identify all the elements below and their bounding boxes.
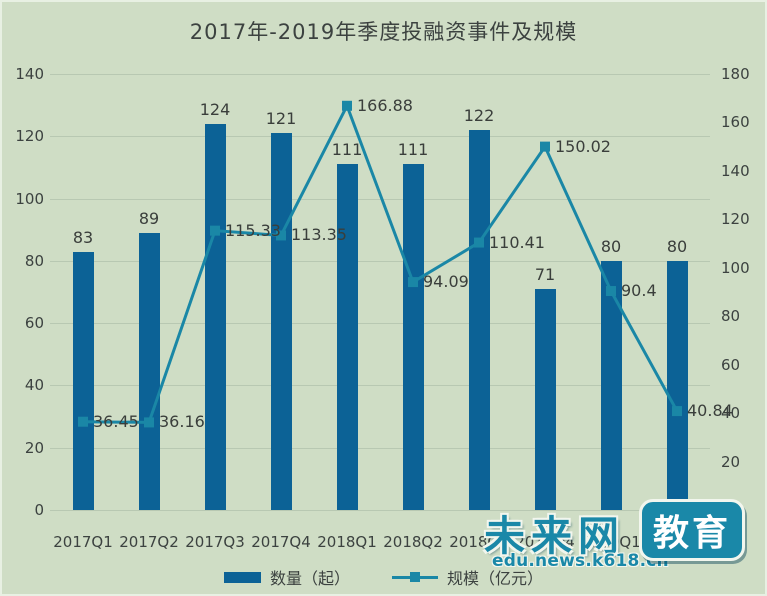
x-axis-label: 2019Q1 <box>581 533 641 551</box>
grid-line <box>50 447 710 449</box>
line-marker <box>210 225 220 236</box>
legend-item-bar: 数量（起） <box>223 565 350 589</box>
watermark-url: edu.news.k618.cn <box>492 551 669 571</box>
line-point-label: 90.4 <box>621 281 657 301</box>
line-point-label: 113.35 <box>291 225 347 245</box>
y-axis-tick-left: 120 <box>15 127 44 146</box>
watermark-badge: 教育 <box>639 499 745 561</box>
bar <box>600 260 622 510</box>
line-marker <box>474 237 484 248</box>
grid-line <box>50 323 710 325</box>
x-axis-label: 2017Q3 <box>185 533 245 551</box>
line-marker-icon <box>410 571 420 582</box>
bar <box>72 251 94 510</box>
y-axis-tick-left: 20 <box>24 438 44 457</box>
line-point-label: 94.09 <box>423 272 469 292</box>
legend-line-label: 规模（亿元） <box>447 569 544 588</box>
line-point-label: 110.41 <box>489 232 545 252</box>
y-axis-tick-left: 40 <box>24 376 44 395</box>
bar-value-label: 80 <box>666 236 688 256</box>
y-axis-tick-right: 160 <box>721 113 750 132</box>
x-axis-label: 2017Q1 <box>53 533 113 551</box>
bar-value-label: 83 <box>72 227 94 247</box>
bar <box>666 260 688 510</box>
line-point-label: 115.33 <box>225 220 281 240</box>
bar-value-label: 121 <box>265 109 297 129</box>
line-marker <box>144 417 154 428</box>
bar-value-label: 89 <box>138 208 160 228</box>
x-axis-label: 2018Q4 <box>515 533 575 551</box>
y-axis-tick-left: 60 <box>24 314 44 333</box>
line-point-label: 36.45 <box>93 411 139 431</box>
legend-item-line: 规模（亿元） <box>392 565 543 589</box>
y-axis-tick-right: 120 <box>721 210 750 229</box>
bar-value-label: 111 <box>397 140 429 160</box>
line-marker <box>408 277 418 288</box>
x-axis-label: 2017Q4 <box>251 533 311 551</box>
trend-line <box>82 102 679 424</box>
line-point-label: 150.02 <box>555 136 611 156</box>
bar-value-label: 122 <box>463 106 495 126</box>
y-axis-tick-right: 60 <box>721 355 741 374</box>
bar-value-label: 80 <box>600 236 622 256</box>
y-axis-tick-left: 140 <box>15 65 44 83</box>
y-axis-tick-right: 100 <box>721 258 750 277</box>
line-marker <box>276 230 286 241</box>
grid-line <box>50 510 710 511</box>
line-marker <box>606 286 616 297</box>
y-axis-tick-left: 100 <box>15 189 44 208</box>
line-point-label: 40.84 <box>687 401 733 421</box>
y-axis-tick-right: 40 <box>721 404 741 423</box>
bar <box>204 123 226 510</box>
x-axis-label: 2018Q1 <box>317 533 377 551</box>
line-point-label: 166.88 <box>357 95 413 115</box>
y-axis-tick-right: 80 <box>721 307 741 326</box>
y-axis-tick-left: 80 <box>24 251 44 270</box>
grid-line <box>50 136 710 138</box>
line-series-swatch <box>392 571 438 582</box>
bar <box>468 130 490 510</box>
legend-bar-label: 数量（起） <box>269 569 350 588</box>
grid-line <box>50 74 710 75</box>
x-axis-label: 2018Q3 <box>449 533 509 551</box>
bar-value-label: 124 <box>199 99 231 119</box>
watermark-brand: 未来网 <box>484 512 625 560</box>
bar-value-label: 111 <box>331 140 363 160</box>
line-marker <box>672 406 682 417</box>
y-axis-tick-right: 20 <box>721 452 741 471</box>
grid-line <box>50 260 710 262</box>
legend: 数量（起） 规模（亿元） <box>0 565 767 589</box>
line-marker <box>78 416 88 427</box>
bar <box>402 164 424 510</box>
bar <box>138 232 160 510</box>
bar <box>534 288 556 510</box>
y-axis-tick-right: 140 <box>721 161 750 180</box>
bar <box>336 164 358 510</box>
bar-series-swatch <box>223 571 261 583</box>
grid-line <box>50 385 710 387</box>
grid-line <box>50 198 710 200</box>
y-axis-tick-right: 180 <box>721 65 750 83</box>
x-axis-label: 2017Q2 <box>119 533 179 551</box>
bar-value-label: 71 <box>534 264 556 284</box>
line-marker <box>342 100 352 111</box>
line-point-label: 36.16 <box>159 412 205 432</box>
y-axis-tick-left: 0 <box>34 501 44 519</box>
chart-title: 2017年-2019年季度投融资事件及规模 <box>189 20 578 44</box>
line-marker <box>540 141 550 152</box>
x-axis-label: 2018Q2 <box>383 533 443 551</box>
